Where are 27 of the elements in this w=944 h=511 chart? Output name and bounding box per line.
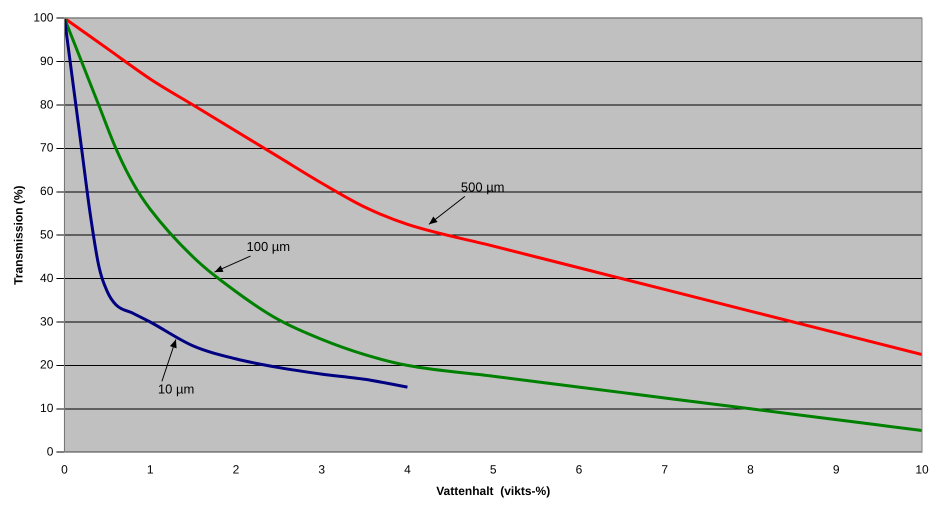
x-tick-label: 5 [490,462,497,477]
annotation: 10 µm [158,381,194,396]
y-tick-label: 40 [40,270,54,285]
x-tick-label: 1 [146,462,154,477]
x-tick-label: 9 [832,462,840,477]
x-tick-label: 4 [404,462,412,477]
y-tick-label: 90 [40,54,54,68]
y-tick-label: 0 [46,444,54,459]
y-tick-label: 80 [40,97,54,112]
y-tick-label: 100 [33,10,54,25]
y-tick-label: 10 [40,401,54,416]
y-tick-label: 60 [40,184,54,198]
x-tick-label: 2 [232,462,240,477]
annotation: 100 µm [246,239,290,254]
y-tick-label: 70 [40,140,54,155]
y-tick-label: 50 [40,228,54,242]
x-tick-label: 10 [915,462,929,477]
y-axis-title: Transmission (%) [12,186,26,285]
annotation: 500 µm [460,179,505,194]
x-tick-label: 3 [318,462,326,477]
y-tick-label: 30 [40,314,54,328]
x-tick-label: 7 [661,462,668,477]
x-tick-label: 0 [61,462,68,477]
y-tick-label: 20 [40,358,54,372]
x-axis-title: Vattenhalt (vikts-%) [436,484,550,498]
x-tick-label: 6 [576,462,583,477]
x-tick-label: 8 [747,462,754,477]
